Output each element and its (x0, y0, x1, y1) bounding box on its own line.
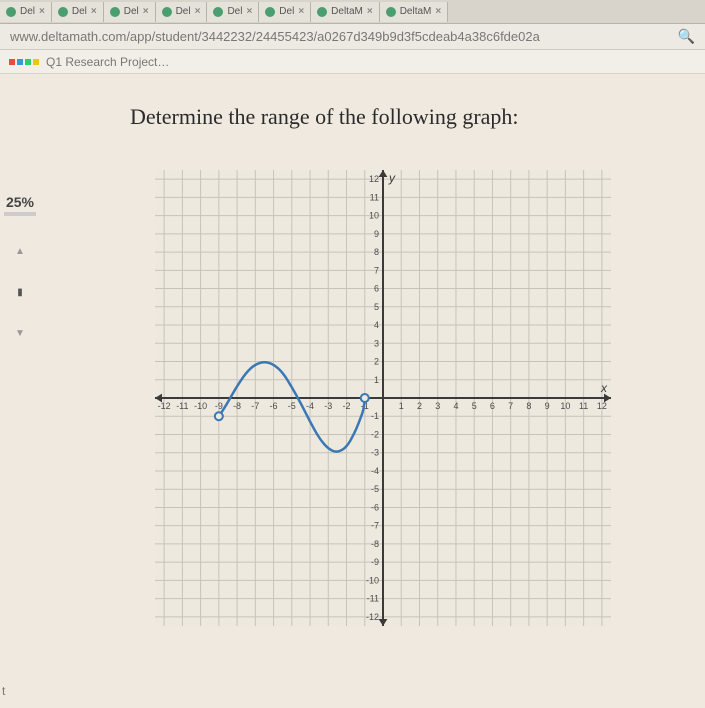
tab-favicon-icon (213, 7, 223, 17)
svg-text:1: 1 (399, 401, 404, 411)
tab-label: Del (279, 6, 294, 17)
tab-favicon-icon (6, 7, 16, 17)
tab-favicon-icon (265, 7, 275, 17)
svg-text:-9: -9 (371, 557, 379, 567)
svg-text:-4: -4 (306, 401, 314, 411)
browser-tab[interactable]: Del × (0, 2, 52, 22)
svg-text:3: 3 (435, 401, 440, 411)
svg-text:6: 6 (374, 284, 379, 294)
browser-tab[interactable]: Del × (52, 2, 104, 22)
svg-text:x: x (600, 381, 608, 395)
svg-text:-7: -7 (251, 401, 259, 411)
tab-label: Del (227, 6, 242, 17)
tab-close-icon[interactable]: × (91, 6, 97, 17)
tab-favicon-icon (317, 7, 327, 17)
question-prompt: Determine the range of the following gra… (130, 104, 519, 130)
svg-text:-2: -2 (343, 401, 351, 411)
svg-text:-5: -5 (288, 401, 296, 411)
tab-close-icon[interactable]: × (39, 6, 45, 17)
content-area: 25% ▲ ▮ ▼ t Determine the range of the f… (0, 74, 705, 708)
tab-favicon-icon (386, 7, 396, 17)
tab-close-icon[interactable]: × (298, 6, 304, 17)
tab-favicon-icon (110, 7, 120, 17)
tab-label: Del (124, 6, 139, 17)
svg-text:4: 4 (374, 320, 379, 330)
tab-close-icon[interactable]: × (435, 6, 441, 17)
svg-text:-8: -8 (233, 401, 241, 411)
browser-tab[interactable]: DeltaM × (311, 2, 380, 22)
svg-text:-8: -8 (371, 539, 379, 549)
zoom-icon[interactable]: 🔍 (678, 28, 695, 45)
svg-text:-3: -3 (371, 448, 379, 458)
progress-bar (4, 212, 36, 216)
slider-thumb[interactable]: ▮ (0, 287, 40, 298)
svg-text:-6: -6 (371, 502, 379, 512)
svg-text:9: 9 (545, 401, 550, 411)
coordinate-graph: yx-12-12-11-11-10-10-9-9-8-8-7-7-6-6-5-5… (155, 170, 611, 626)
tab-label: Del (72, 6, 87, 17)
svg-text:10: 10 (369, 211, 379, 221)
browser-tab[interactable]: Del × (207, 2, 259, 22)
svg-text:-5: -5 (371, 484, 379, 494)
svg-text:7: 7 (508, 401, 513, 411)
tab-label: DeltaM (331, 6, 363, 17)
corner-label: t (2, 684, 5, 698)
svg-text:-11: -11 (176, 401, 188, 411)
sidebar: 25% ▲ ▮ ▼ (0, 74, 40, 708)
svg-text:11: 11 (579, 401, 588, 411)
svg-text:9: 9 (374, 229, 379, 239)
svg-text:-12: -12 (366, 612, 379, 622)
tab-close-icon[interactable]: × (143, 6, 149, 17)
svg-text:6: 6 (490, 401, 495, 411)
doc-icon (8, 58, 40, 66)
svg-text:12: 12 (597, 401, 607, 411)
svg-text:y: y (388, 171, 396, 185)
progress-pct: 25% (0, 194, 40, 210)
svg-text:-10: -10 (194, 401, 207, 411)
tab-favicon-icon (58, 7, 68, 17)
svg-text:-4: -4 (371, 466, 379, 476)
svg-text:-1: -1 (371, 411, 379, 421)
url-bar: www.deltamath.com/app/student/3442232/24… (0, 24, 705, 50)
browser-tab[interactable]: DeltaM× (380, 2, 449, 22)
document-bar[interactable]: Q1 Research Project… (0, 50, 705, 74)
svg-text:5: 5 (374, 302, 379, 312)
svg-text:-2: -2 (371, 429, 379, 439)
svg-text:-7: -7 (371, 521, 379, 531)
svg-text:2: 2 (417, 401, 422, 411)
svg-text:-9: -9 (215, 401, 223, 411)
svg-text:10: 10 (560, 401, 570, 411)
svg-text:12: 12 (369, 174, 379, 184)
svg-text:8: 8 (526, 401, 531, 411)
svg-text:-6: -6 (270, 401, 278, 411)
tab-label: Del (20, 6, 35, 17)
svg-text:-12: -12 (158, 401, 171, 411)
tab-close-icon[interactable]: × (195, 6, 201, 17)
browser-tab[interactable]: Del × (156, 2, 208, 22)
graph-container: yx-12-12-11-11-10-10-9-9-8-8-7-7-6-6-5-5… (155, 170, 611, 626)
tab-favicon-icon (162, 7, 172, 17)
svg-text:-10: -10 (366, 575, 379, 585)
svg-text:7: 7 (374, 265, 379, 275)
svg-text:1: 1 (374, 375, 379, 385)
svg-text:-11: -11 (367, 594, 379, 604)
svg-text:2: 2 (374, 357, 379, 367)
svg-text:3: 3 (374, 338, 379, 348)
tab-label: Del (176, 6, 191, 17)
browser-tabbar: Del×Del×Del×Del×Del×Del×DeltaM×DeltaM× (0, 0, 705, 24)
svg-text:5: 5 (472, 401, 477, 411)
svg-text:8: 8 (374, 247, 379, 257)
browser-tab[interactable]: Del × (104, 2, 156, 22)
tab-close-icon[interactable]: × (367, 6, 373, 17)
browser-tab[interactable]: Del × (259, 2, 311, 22)
svg-text:-3: -3 (324, 401, 332, 411)
svg-text:11: 11 (370, 192, 379, 202)
svg-text:4: 4 (453, 401, 458, 411)
up-arrow-icon[interactable]: ▲ (0, 246, 40, 257)
tab-close-icon[interactable]: × (246, 6, 252, 17)
tab-label: DeltaM (400, 6, 432, 17)
url-text: www.deltamath.com/app/student/3442232/24… (10, 29, 540, 44)
doc-title: Q1 Research Project… (46, 55, 169, 69)
down-arrow-icon[interactable]: ▼ (0, 328, 40, 339)
